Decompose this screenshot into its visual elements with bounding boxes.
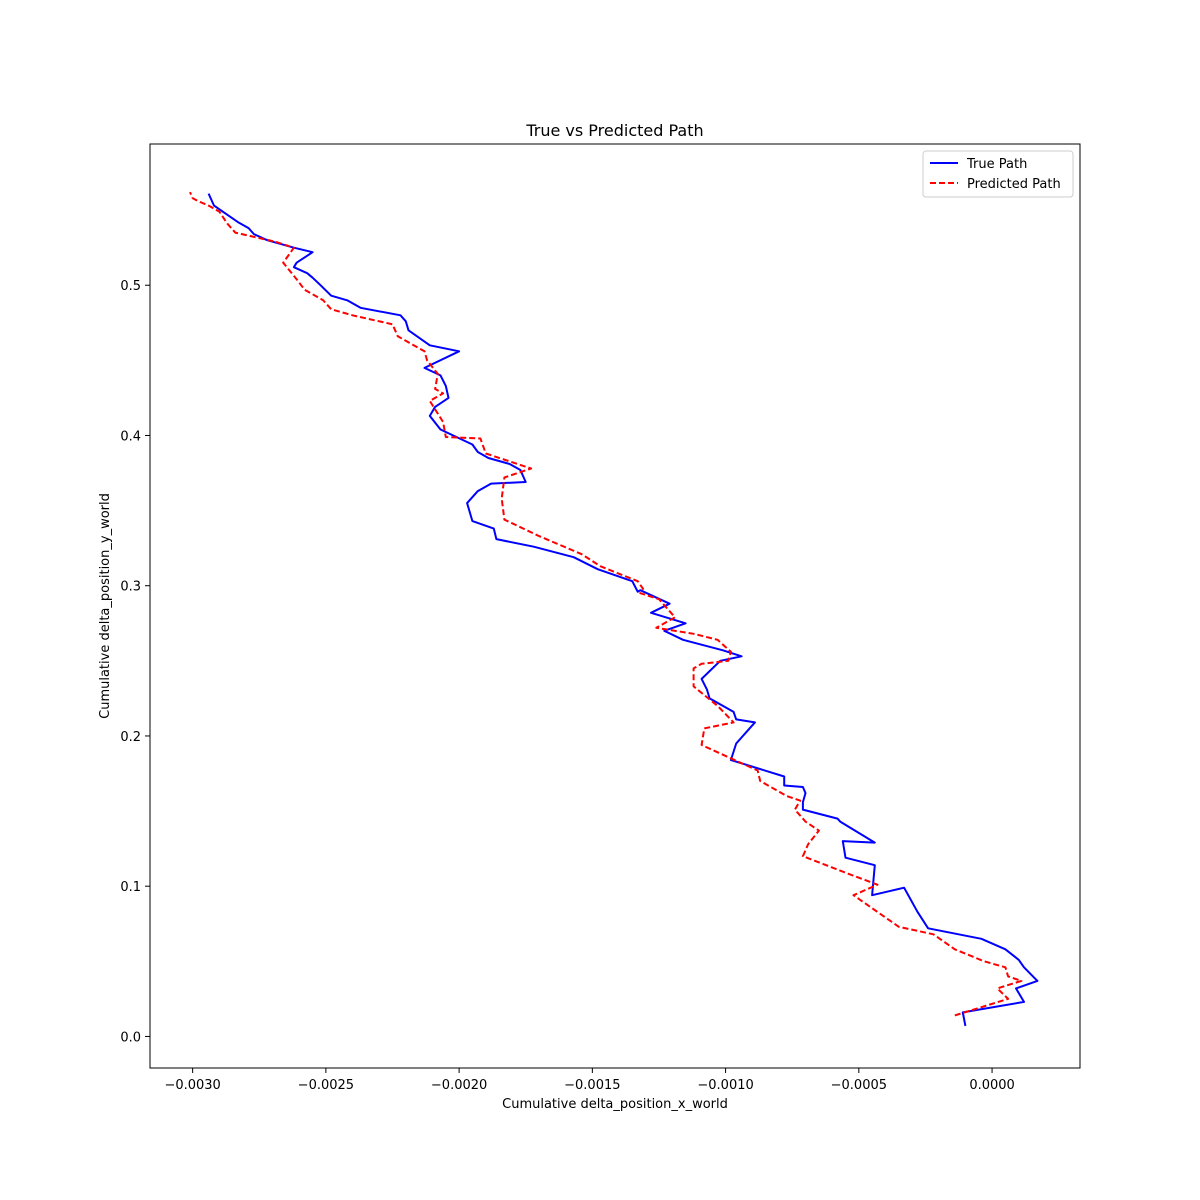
x-tick-label: 0.0000 (969, 1078, 1015, 1093)
x-axis-title: Cumulative delta_position_x_world (502, 1097, 728, 1112)
y-axis: 0.0 0.1 0.2 0.3 0.4 0.5 (120, 279, 150, 1045)
x-tick-label: −0.0020 (431, 1078, 487, 1093)
y-tick-label: 0.3 (120, 580, 141, 595)
chart-title: True vs Predicted Path (525, 121, 703, 140)
y-tick-label: 0.1 (120, 880, 141, 895)
x-tick-label: −0.0010 (697, 1078, 753, 1093)
y-tick-label: 0.4 (120, 429, 141, 444)
x-tick-label: −0.0030 (164, 1078, 220, 1093)
legend-label-true-path: True Path (966, 157, 1027, 172)
legend-label-predicted-path: Predicted Path (967, 177, 1061, 192)
y-axis-title: Cumulative delta_position_y_world (98, 493, 113, 719)
x-axis: −0.0030 −0.0025 −0.0020 −0.0015 −0.0010 −0.00… (164, 1068, 1015, 1093)
x-tick-label: −0.0015 (564, 1078, 620, 1093)
legend: True Path Predicted Path (922, 150, 1074, 198)
plot-area (189, 191, 1039, 1027)
plot-frame (149, 143, 1081, 1069)
x-tick-label: −0.0005 (831, 1078, 887, 1093)
y-tick-label: 0.2 (120, 730, 141, 745)
x-tick-label: −0.0025 (298, 1078, 354, 1093)
y-tick-label: 0.5 (120, 279, 141, 294)
legend-box (922, 150, 1074, 198)
series-line-true-path (207, 193, 1039, 1027)
y-tick-label: 0.0 (120, 1030, 141, 1045)
series-line-predicted-path (189, 191, 1023, 1017)
